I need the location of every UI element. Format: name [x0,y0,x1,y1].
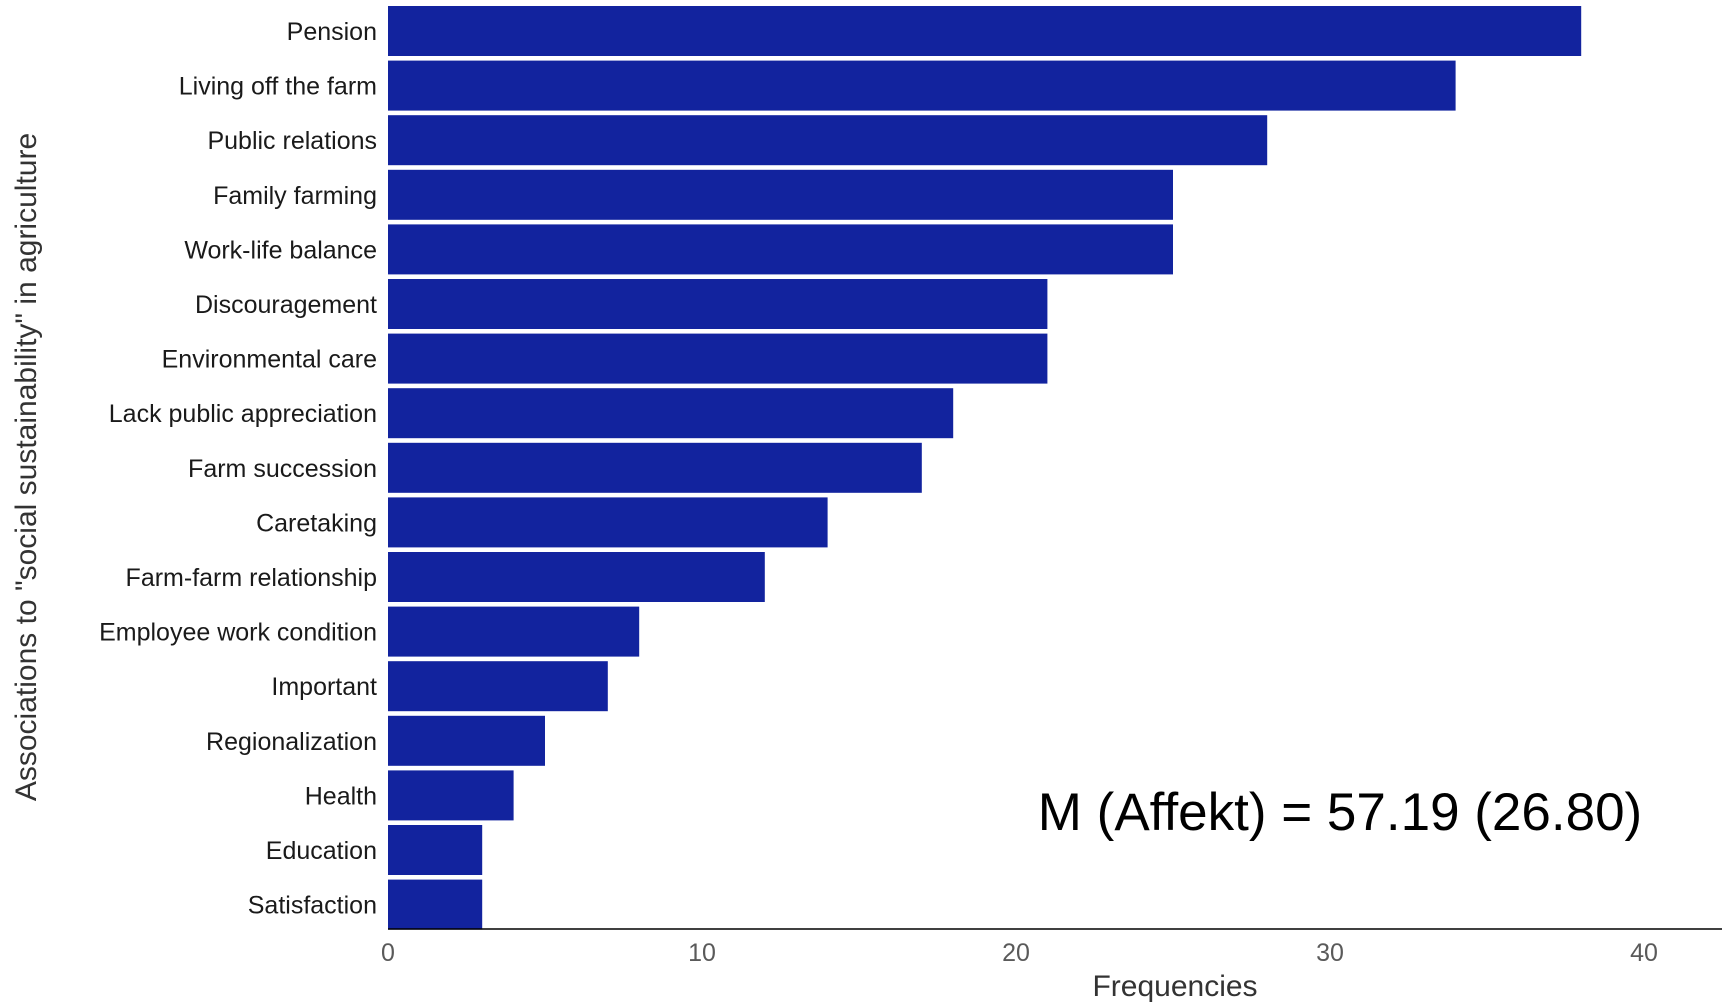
category-label: Satisfaction [248,892,377,920]
bar-work-life-balance [388,224,1173,275]
bar-environmental-care [388,333,1048,384]
category-labels-group: Pension Living off the farm Public relatio… [99,18,377,920]
category-label: Environmental care [162,346,377,374]
x-tick-label: 40 [1630,939,1658,967]
category-label: Living off the farm [179,73,377,101]
bar-important [388,661,608,712]
bars-group [388,6,1582,930]
bar-health [388,770,514,821]
x-tick-label: 10 [688,939,716,967]
bar-employee-work-condition [388,606,640,657]
category-label: Public relations [207,127,377,155]
bar-lack-public-appreciation [388,388,954,439]
bar-caretaking [388,497,828,548]
category-label: Family farming [213,182,377,210]
category-label: Farm succession [188,455,377,483]
bar-living-off-the-farm [388,60,1456,111]
x-tick-label: 20 [1002,939,1030,967]
y-axis-title: Associations to "social sustainability" … [10,133,43,801]
bar-farm-farm-relationship [388,552,765,602]
category-label: Regionalization [206,728,377,756]
category-label: Employee work condition [99,619,377,647]
category-label: Work-life balance [184,236,377,264]
category-label: Farm-farm relationship [126,564,377,592]
category-label: Important [271,673,377,701]
category-label: Pension [287,18,377,46]
bar-regionalization [388,715,545,766]
category-label: Caretaking [256,509,377,537]
category-label: Discouragement [195,291,377,319]
bar-pension [388,6,1582,56]
category-label: Education [266,837,377,865]
bar-family-farming [388,169,1173,220]
x-tick-label: 0 [381,939,395,967]
bar-farm-succession [388,442,922,493]
category-label: Health [305,782,377,810]
bar-satisfaction [388,879,483,930]
bar-education [388,825,483,875]
mean-annotation: M (Affekt) = 57.19 (26.80) [1038,783,1642,842]
category-label: Lack public appreciation [109,400,377,428]
bar-discouragement [388,279,1048,329]
x-tick-labels-group: 0 10 20 30 40 [381,939,1658,967]
x-tick-label: 30 [1316,939,1344,967]
x-axis-title: Frequencies [1092,970,1257,1002]
bar-public-relations [388,115,1268,166]
